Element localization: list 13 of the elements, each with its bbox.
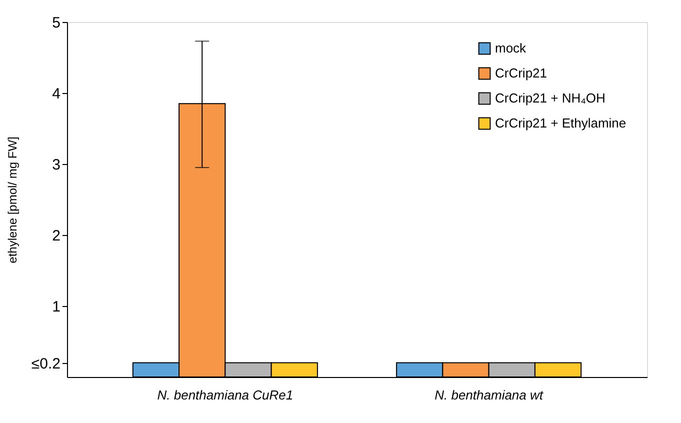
legend-label: CrCrip21 + Ethylamine: [495, 116, 626, 130]
y-tick-label: 5: [52, 14, 60, 32]
y-tick-label: 4: [52, 86, 60, 102]
x-tick-label: N. benthamiana wt: [434, 388, 544, 402]
y-tick-label: 1: [52, 298, 60, 316]
legend-label: mock: [495, 40, 527, 56]
y-tick-label: ≤0.2: [31, 355, 60, 372]
x-tick-label: N. benthamiana CuRe1: [157, 388, 294, 402]
y-tick-label: 3: [52, 156, 60, 174]
legend-label: CrCrip21 + NH₄OH: [495, 90, 606, 106]
legend-label: CrCrip21: [495, 66, 548, 80]
y-axis-title: ethylene [pmol/ mg FW]: [5, 136, 20, 264]
y-tick-label: 2: [52, 228, 60, 244]
